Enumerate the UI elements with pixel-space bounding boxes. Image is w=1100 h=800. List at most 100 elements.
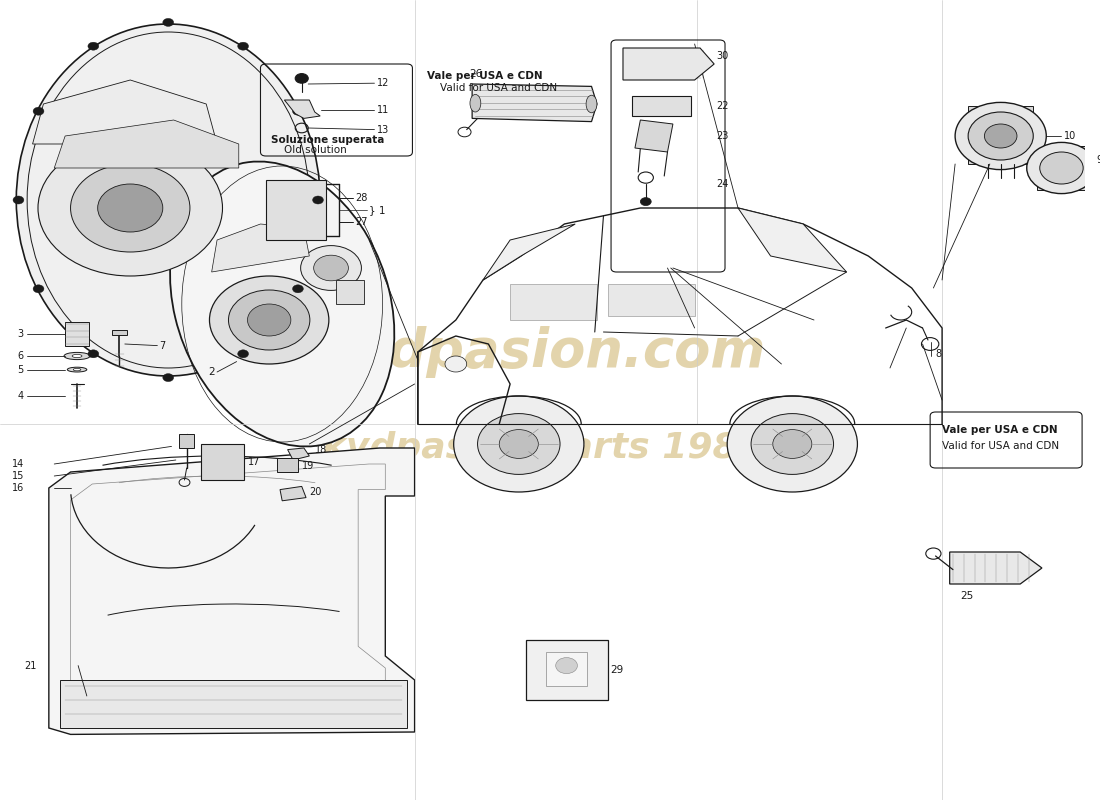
Circle shape <box>312 196 323 204</box>
Polygon shape <box>48 448 415 734</box>
Polygon shape <box>54 120 239 168</box>
Text: 14: 14 <box>12 459 24 469</box>
Circle shape <box>293 107 304 115</box>
Ellipse shape <box>470 94 481 112</box>
Circle shape <box>955 102 1046 170</box>
Text: 3: 3 <box>18 329 24 338</box>
Text: 23: 23 <box>716 131 728 141</box>
Circle shape <box>238 42 249 50</box>
Text: Old solution: Old solution <box>285 146 348 155</box>
Text: 24: 24 <box>716 179 728 189</box>
Circle shape <box>968 112 1033 160</box>
Bar <box>337 280 364 304</box>
Circle shape <box>238 350 249 358</box>
Circle shape <box>39 140 222 276</box>
Bar <box>608 284 694 316</box>
Circle shape <box>33 107 44 115</box>
Text: 20: 20 <box>309 487 321 497</box>
Text: 17: 17 <box>248 458 260 467</box>
Bar <box>968 106 1033 164</box>
Text: —: — <box>563 666 570 673</box>
Text: Valid for USA and CDN: Valid for USA and CDN <box>942 442 1059 451</box>
Text: kvdpasion parts 1985: kvdpasion parts 1985 <box>322 431 763 465</box>
Circle shape <box>499 430 538 458</box>
Text: 22: 22 <box>716 102 729 111</box>
Circle shape <box>33 285 44 293</box>
Polygon shape <box>483 224 575 280</box>
Text: 25: 25 <box>960 591 974 601</box>
Text: 26: 26 <box>469 69 482 78</box>
Circle shape <box>70 164 190 252</box>
Ellipse shape <box>73 354 81 358</box>
Text: 7: 7 <box>160 341 166 350</box>
Circle shape <box>477 414 560 474</box>
Circle shape <box>984 124 1018 148</box>
Text: 8: 8 <box>936 349 942 358</box>
Ellipse shape <box>16 24 320 376</box>
Polygon shape <box>211 224 309 272</box>
Polygon shape <box>949 552 1042 584</box>
Polygon shape <box>623 48 714 80</box>
Circle shape <box>1040 152 1084 184</box>
Bar <box>527 640 608 700</box>
Polygon shape <box>33 80 217 144</box>
Ellipse shape <box>170 162 394 446</box>
Text: Soluzione superata: Soluzione superata <box>272 135 385 145</box>
Ellipse shape <box>209 276 329 364</box>
Circle shape <box>727 396 857 492</box>
Circle shape <box>98 184 163 232</box>
Text: 28: 28 <box>355 194 367 203</box>
Text: 30: 30 <box>716 51 728 61</box>
Polygon shape <box>59 680 407 728</box>
Polygon shape <box>738 208 847 272</box>
Polygon shape <box>635 120 673 152</box>
Bar <box>201 444 244 480</box>
Polygon shape <box>472 84 597 122</box>
Bar <box>631 96 692 116</box>
Bar <box>112 330 126 335</box>
Text: 16: 16 <box>12 483 24 493</box>
Ellipse shape <box>229 290 310 350</box>
Circle shape <box>773 430 812 458</box>
Circle shape <box>295 74 308 83</box>
Text: 12: 12 <box>376 78 389 88</box>
Polygon shape <box>280 486 306 501</box>
Circle shape <box>163 18 174 26</box>
Circle shape <box>446 356 466 372</box>
Circle shape <box>1026 142 1097 194</box>
Text: 19: 19 <box>301 461 314 470</box>
Text: 6: 6 <box>18 351 24 361</box>
Text: 5: 5 <box>18 365 24 374</box>
Circle shape <box>163 374 174 382</box>
Circle shape <box>751 414 834 474</box>
Ellipse shape <box>74 368 81 370</box>
Ellipse shape <box>64 352 90 359</box>
Text: 9: 9 <box>1097 155 1100 165</box>
Bar <box>266 180 326 240</box>
Text: Vale per USA e CDN: Vale per USA e CDN <box>427 71 542 81</box>
Bar <box>277 458 298 472</box>
Circle shape <box>453 396 584 492</box>
Text: Vale per USA e CDN: Vale per USA e CDN <box>942 426 1058 435</box>
Text: } 1: } 1 <box>368 205 385 214</box>
Ellipse shape <box>248 304 290 336</box>
Bar <box>546 652 587 686</box>
Circle shape <box>556 658 578 674</box>
Text: 21: 21 <box>24 661 36 670</box>
Circle shape <box>300 246 362 290</box>
Circle shape <box>293 285 304 293</box>
Polygon shape <box>287 448 309 460</box>
Text: 2: 2 <box>208 367 214 377</box>
Text: 29: 29 <box>610 665 624 674</box>
Text: kvdpasion.com: kvdpasion.com <box>319 326 766 378</box>
Circle shape <box>640 198 651 206</box>
Circle shape <box>13 196 24 204</box>
Text: 27: 27 <box>355 218 367 227</box>
Text: 13: 13 <box>376 125 389 134</box>
Text: 11: 11 <box>376 106 389 115</box>
Ellipse shape <box>67 367 87 372</box>
Circle shape <box>88 350 99 358</box>
Bar <box>179 434 195 448</box>
Bar <box>510 284 597 320</box>
Ellipse shape <box>586 95 597 113</box>
